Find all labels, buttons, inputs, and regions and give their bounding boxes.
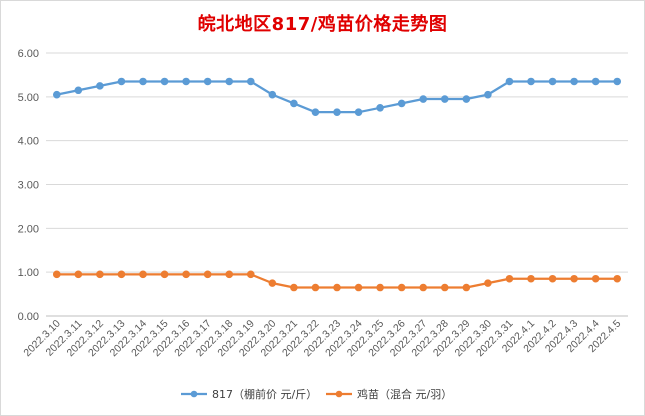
series-2-point xyxy=(376,283,384,292)
series-1-point xyxy=(397,99,406,108)
gridlines xyxy=(46,52,628,317)
y-tick-label: 4.00 xyxy=(18,136,39,148)
series-2-point xyxy=(96,270,104,279)
series-1-point xyxy=(225,77,234,86)
series-1-point xyxy=(484,90,492,99)
y-axis-ticks: 0.00 1.00 2.00 3.00 4.00 5.00 6.00 xyxy=(18,48,39,323)
series-1-point xyxy=(527,77,535,86)
series-2-point xyxy=(548,274,557,283)
series-lines xyxy=(52,77,622,292)
series-2-point xyxy=(182,270,190,279)
legend: 817（棚前价 元/斤） 鸡苗（混合 元/羽） xyxy=(181,387,452,401)
series-1-point xyxy=(96,82,104,90)
series-1-point xyxy=(139,77,147,86)
y-tick-label: 3.00 xyxy=(18,180,39,192)
series-2-point xyxy=(527,274,535,283)
legend-marker-1 xyxy=(190,390,198,398)
series-1-point xyxy=(333,108,341,116)
series-2-point xyxy=(160,270,169,279)
series-2-point xyxy=(419,283,428,292)
series-1-point xyxy=(440,95,449,103)
legend-marker-2 xyxy=(335,390,343,398)
chart-title: 皖北地区817/鸡苗价格走势图 xyxy=(197,14,448,35)
series-2-point xyxy=(311,283,320,292)
series-1-point xyxy=(290,99,298,108)
legend-label-1: 817（棚前价 元/斤） xyxy=(212,387,317,401)
series-1-point xyxy=(246,77,255,86)
series-1-point xyxy=(548,77,557,86)
y-tick-label: 1.00 xyxy=(18,267,39,279)
series-2-point xyxy=(268,279,277,287)
series-1-point xyxy=(160,77,169,86)
series-1-point xyxy=(117,77,126,86)
series-2-point xyxy=(397,283,406,292)
series-2-point xyxy=(462,283,471,292)
series-1-point xyxy=(311,108,320,116)
series-1-point xyxy=(268,90,277,99)
series-2-point xyxy=(354,283,363,292)
series-1-point xyxy=(52,90,61,99)
series-2-point xyxy=(570,274,578,283)
series-1-point xyxy=(505,77,514,86)
series-1-point xyxy=(613,77,622,86)
series-2-point xyxy=(290,283,298,292)
series-1-point xyxy=(570,77,578,86)
series-1-point xyxy=(203,77,212,86)
series-1-point xyxy=(354,108,363,116)
series-2-point xyxy=(505,274,514,283)
y-tick-label: 5.00 xyxy=(18,92,39,104)
series-1-point xyxy=(591,77,600,86)
series-1-point xyxy=(182,77,190,86)
series-2-point xyxy=(246,270,255,279)
series-2-point xyxy=(333,283,341,292)
y-tick-label: 0.00 xyxy=(18,311,39,323)
x-axis-ticks: 2022.3.102022.3.112022.3.122022.3.132022… xyxy=(21,318,623,360)
series-2-point xyxy=(591,274,600,283)
series-2-point xyxy=(139,270,147,279)
legend-label-2: 鸡苗（混合 元/羽） xyxy=(357,387,452,401)
y-tick-label: 2.00 xyxy=(18,223,39,235)
series-2-point xyxy=(52,270,61,279)
series-2-point xyxy=(440,283,449,292)
series-1-point xyxy=(376,103,384,112)
series-2-point xyxy=(225,270,234,279)
series-1-point xyxy=(74,86,83,95)
series-1-point xyxy=(419,95,428,103)
series-2-point xyxy=(74,270,83,279)
y-tick-label: 6.00 xyxy=(18,48,39,60)
series-2-point xyxy=(203,270,212,279)
series-2-point xyxy=(484,279,492,287)
series-2-point xyxy=(613,274,622,283)
series-2-point xyxy=(117,270,126,279)
series-1-point xyxy=(462,95,471,103)
